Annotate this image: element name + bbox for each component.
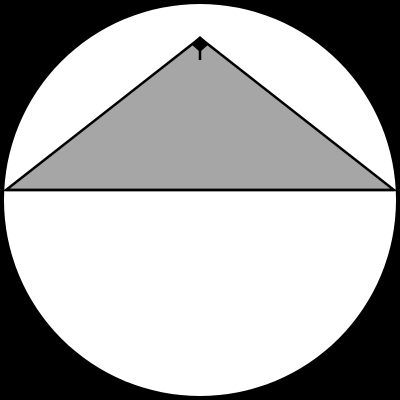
right-angle-marker-icon: [191, 36, 209, 60]
circle-disc: [4, 4, 396, 396]
